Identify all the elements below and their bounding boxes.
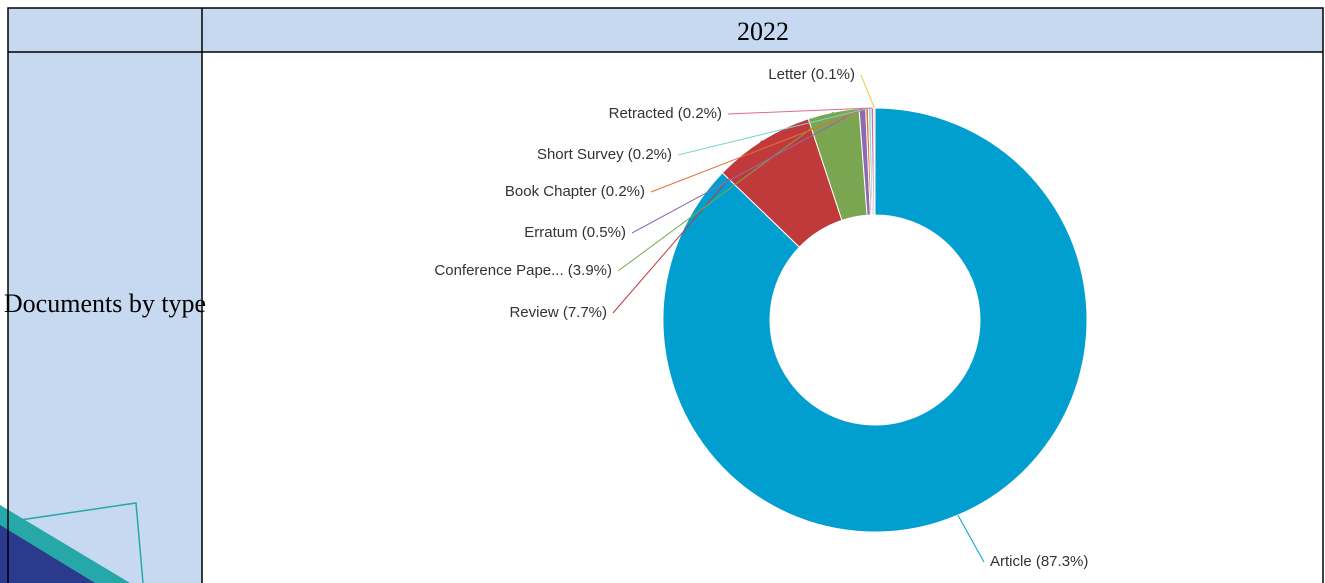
header-row: [8, 8, 1323, 52]
leader-line: [860, 74, 875, 109]
label-column: [8, 52, 202, 583]
leader-line: [631, 107, 863, 234]
decor-line: [19, 502, 144, 583]
slice-label: Short Survey (0.2%): [537, 146, 672, 163]
header-year: 2022: [737, 17, 789, 46]
slice: [873, 107, 876, 216]
donut-chart: Article (87.3%) Review (7.7%) Conference P…: [434, 66, 1088, 570]
leader-line: [727, 107, 873, 115]
decor-blue: [0, 525, 95, 583]
leader-line: [677, 107, 870, 156]
table-borders: [7, 7, 1324, 583]
slice: [662, 107, 1088, 533]
row-label: Documents by type: [4, 289, 206, 318]
slice-label: Review (7.7%): [509, 304, 607, 321]
slice-label: Conference Pape... (3.9%): [434, 262, 612, 279]
slice-label: Article (87.3%): [990, 553, 1088, 570]
leader-line: [650, 107, 868, 193]
leader-line: [612, 140, 763, 314]
slice-label: Book Chapter (0.2%): [505, 183, 645, 200]
leader-line: [617, 111, 834, 272]
slice-label: Retracted (0.2%): [609, 105, 722, 122]
leader-line: [957, 514, 985, 563]
slice-label: Erratum (0.5%): [524, 224, 626, 241]
slice-label: Letter (0.1%): [768, 66, 855, 83]
